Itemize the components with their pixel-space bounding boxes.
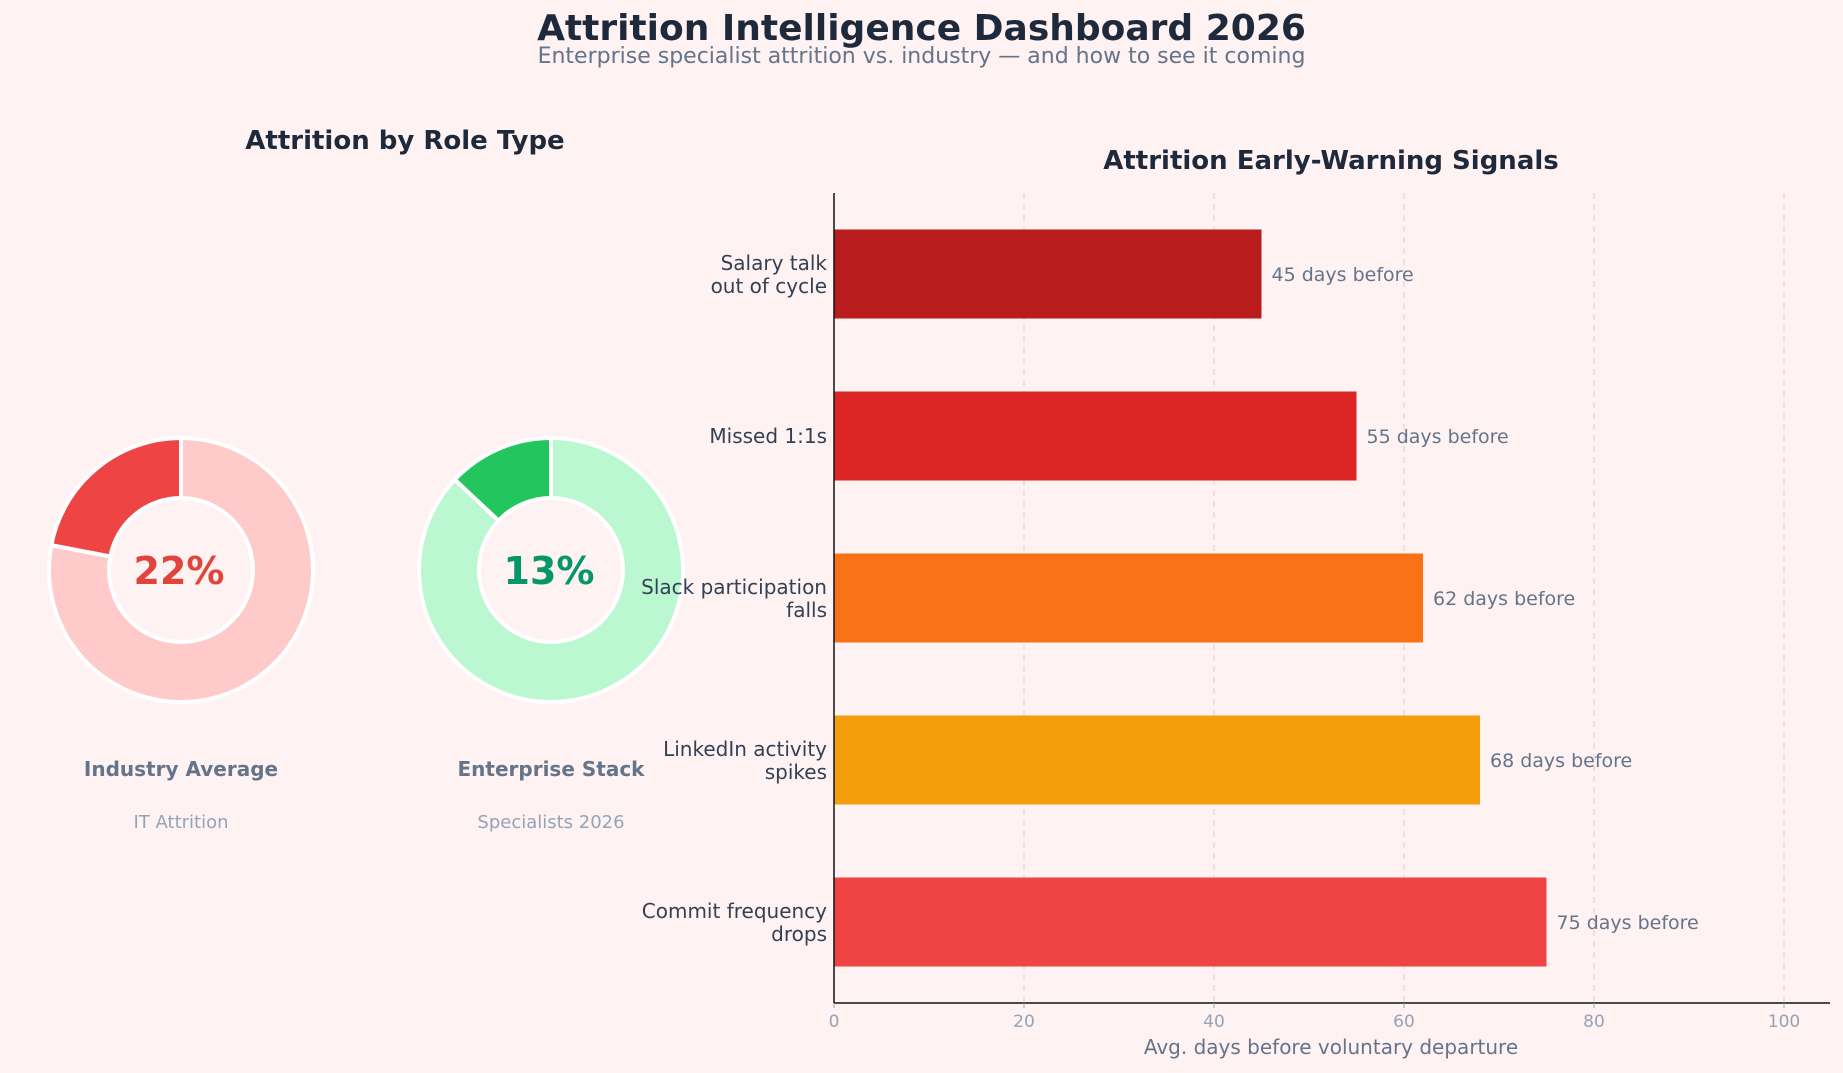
bar-data-label: 45 days before xyxy=(1272,264,1414,286)
bar-row: 62 days before Slack participation falls xyxy=(641,553,1575,643)
category-label: Slack participation falls xyxy=(641,575,827,622)
donut-label: Enterprise Stack xyxy=(458,757,646,781)
donut-sublabel: IT Attrition xyxy=(133,812,228,833)
donut-slice-main xyxy=(48,435,183,559)
bar xyxy=(834,553,1423,643)
bar-panel-title: Attrition Early-Warning Signals xyxy=(1103,146,1559,176)
bar-data-label: 55 days before xyxy=(1367,426,1509,448)
bar-axes: 0 20 40 60 80 100 xyxy=(829,193,1830,1032)
x-tick-label: 100 xyxy=(1768,1012,1800,1032)
bar-row: 75 days before Commit frequency drops xyxy=(642,877,1699,967)
bar-data-label: 62 days before xyxy=(1433,588,1575,610)
x-axis-title: Avg. days before voluntary departure xyxy=(1144,1035,1518,1059)
bar-gridlines xyxy=(1023,193,1785,1003)
x-tick-label: 20 xyxy=(1013,1012,1035,1032)
x-tick-label: 0 xyxy=(829,1012,840,1032)
bar-row: 68 days before LinkedIn activity spikes xyxy=(663,715,1632,805)
x-tick-label: 80 xyxy=(1583,1012,1605,1032)
bar-row: 45 days before Salary talk out of cycle xyxy=(711,229,1414,319)
donut-label: Industry Average xyxy=(84,757,278,781)
donut-2: 13% Enterprise Stack Specialists 2026 xyxy=(417,435,685,833)
donut-center-value: 13% xyxy=(504,549,595,593)
category-label: LinkedIn activity spikes xyxy=(663,737,827,784)
bar-row: 55 days before Missed 1:1s xyxy=(709,391,1509,481)
donut-1: 22% Industry Average IT Attrition xyxy=(47,435,315,833)
category-label: Commit frequency drops xyxy=(642,899,827,946)
donut-panel-title: Attrition by Role Type xyxy=(245,126,564,156)
dashboard-title: Attrition Intelligence Dashboard 2026 xyxy=(537,8,1306,49)
category-label: Missed 1:1s xyxy=(709,424,827,448)
donut-center-value: 22% xyxy=(134,549,225,593)
category-label: Salary talk out of cycle xyxy=(711,251,828,298)
bar xyxy=(834,877,1547,967)
bar-data-label: 68 days before xyxy=(1490,750,1632,772)
donut-slice-rest xyxy=(47,435,315,704)
donut-sublabel: Specialists 2026 xyxy=(477,812,624,833)
bar xyxy=(834,715,1480,805)
donut-charts: 22% Industry Average IT Attrition 13% Enterp… xyxy=(47,435,685,833)
bar xyxy=(834,229,1262,319)
dashboard-subtitle: Enterprise specialist attrition vs. indu… xyxy=(537,44,1306,69)
bar-chart: 45 days before Salary talk out of cycle 55 … xyxy=(641,229,1699,967)
x-tick-label: 60 xyxy=(1393,1012,1415,1032)
bar xyxy=(834,391,1357,481)
x-tick-label: 40 xyxy=(1203,1012,1225,1032)
bar-data-label: 75 days before xyxy=(1557,912,1699,934)
donut-slice-rest xyxy=(417,435,685,704)
